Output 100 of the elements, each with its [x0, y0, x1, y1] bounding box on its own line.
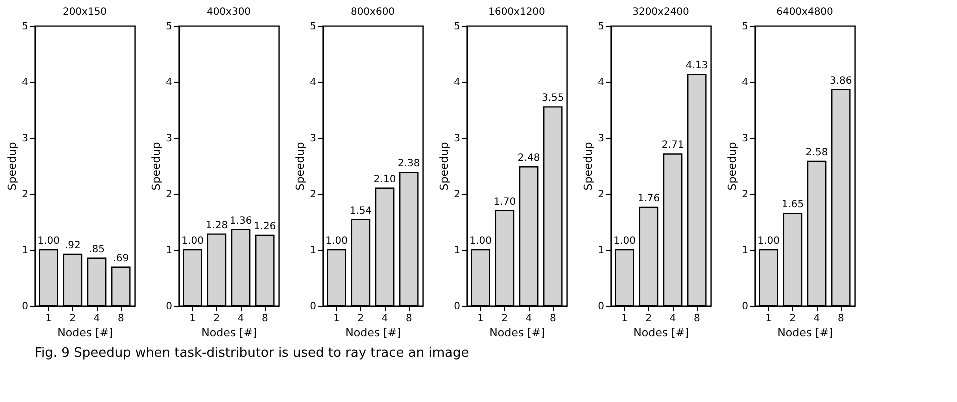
x-axis-title: Nodes [#]	[202, 326, 258, 340]
x-tick-label: 4	[526, 314, 532, 324]
data-label: .85	[89, 244, 105, 256]
y-tick-label: 2	[166, 190, 172, 200]
y-tick-label: 5	[310, 22, 316, 32]
data-label: 1.00	[326, 236, 348, 247]
y-tick-label: 3	[310, 134, 316, 144]
y-tick-label: 5	[166, 22, 172, 32]
x-axis-title: Nodes [#]	[58, 326, 114, 340]
y-axis-title: Speedup	[150, 142, 164, 191]
y-axis-title: Speedup	[294, 142, 308, 191]
x-tick-label: 1	[766, 314, 772, 324]
data-label: 1.00	[614, 236, 636, 247]
y-tick-label: 5	[742, 22, 748, 32]
x-tick-label: 1	[478, 314, 484, 324]
y-tick-label: 0	[22, 302, 28, 312]
y-axis-title: Speedup	[582, 142, 596, 191]
data-label: 2.48	[518, 153, 540, 164]
x-tick-label: 1	[334, 314, 340, 324]
y-tick-label: 0	[598, 302, 604, 312]
data-label: 2.71	[662, 140, 684, 152]
y-tick-label: 5	[598, 22, 604, 32]
chart-title: 3200x2400	[632, 7, 690, 18]
caption: Fig. 9 Speedup when task-distributor is used to ray trace an image	[35, 346, 470, 361]
data-label: .92	[65, 240, 81, 252]
x-tick-label: 8	[118, 314, 124, 324]
y-tick-label: 0	[310, 302, 316, 312]
y-tick-label: 1	[742, 246, 748, 256]
x-tick-label: 8	[838, 314, 844, 324]
x-tick-label: 2	[502, 314, 508, 324]
y-tick-label: 2	[310, 190, 316, 200]
y-tick-label: 3	[598, 134, 604, 144]
y-tick-label: 0	[166, 302, 172, 312]
x-tick-label: 8	[550, 314, 556, 324]
y-tick-label: 3	[22, 134, 28, 144]
y-tick-label: 2	[598, 190, 604, 200]
y-axis-title: Speedup	[726, 142, 740, 191]
data-label: 1.00	[470, 236, 492, 247]
y-tick-label: 3	[454, 134, 460, 144]
x-axis-title: Nodes [#]	[490, 326, 546, 340]
x-tick-label: 4	[238, 314, 244, 324]
data-label: 3.86	[830, 76, 852, 87]
y-tick-label: 1	[166, 246, 172, 256]
x-tick-label: 4	[670, 314, 676, 324]
data-label: 1.00	[38, 236, 60, 247]
x-tick-label: 2	[70, 314, 76, 324]
data-label: 1.54	[350, 206, 372, 217]
chart-title: 200x150	[62, 7, 108, 18]
y-tick-label: 2	[454, 190, 460, 200]
y-tick-label: 4	[742, 78, 748, 88]
x-tick-label: 4	[814, 314, 820, 324]
data-label: 1.36	[230, 216, 252, 227]
chart-title: 800x600	[350, 7, 396, 18]
chart-title: 400x300	[206, 7, 252, 18]
data-label: 2.10	[374, 174, 396, 186]
x-axis-title: Nodes [#]	[778, 326, 834, 340]
x-tick-label: 8	[694, 314, 700, 324]
y-tick-label: 5	[22, 22, 28, 32]
y-tick-label: 4	[598, 78, 604, 88]
data-label: 1.28	[206, 220, 228, 232]
data-label: 4.13	[686, 60, 708, 72]
y-tick-label: 2	[22, 190, 28, 200]
y-axis-title: Speedup	[6, 142, 20, 191]
y-tick-label: 1	[310, 246, 316, 256]
y-tick-label: 1	[22, 246, 28, 256]
data-label: 2.58	[806, 148, 828, 159]
x-tick-label: 1	[190, 314, 196, 324]
y-tick-label: 3	[166, 134, 172, 144]
y-tick-label: 1	[454, 246, 460, 256]
x-tick-label: 2	[790, 314, 796, 324]
y-tick-label: 4	[310, 78, 316, 88]
x-tick-label: 4	[382, 314, 388, 324]
x-tick-label: 2	[358, 314, 364, 324]
y-tick-label: 2	[742, 190, 748, 200]
y-tick-label: 1	[598, 246, 604, 256]
data-label: 2.38	[398, 158, 420, 170]
x-tick-label: 1	[622, 314, 628, 324]
data-label: 1.00	[758, 236, 780, 247]
y-tick-label: 4	[454, 78, 460, 88]
x-axis-title: Nodes [#]	[634, 326, 690, 340]
x-tick-label: 4	[94, 314, 100, 324]
data-label: 3.55	[542, 93, 564, 104]
data-label: 1.76	[638, 193, 660, 204]
x-tick-label: 2	[646, 314, 652, 324]
x-tick-label: 8	[406, 314, 412, 324]
y-tick-label: 3	[742, 134, 748, 144]
y-tick-label: 0	[742, 302, 748, 312]
data-label: 1.65	[782, 200, 804, 211]
y-tick-label: 0	[454, 302, 460, 312]
x-axis-title: Nodes [#]	[346, 326, 402, 340]
y-tick-label: 5	[454, 22, 460, 32]
chart-title: 6400x4800	[776, 7, 834, 18]
data-label: .69	[113, 253, 130, 264]
data-label: 1.70	[494, 196, 516, 208]
y-tick-label: 4	[166, 78, 172, 88]
y-tick-label: 4	[22, 78, 28, 88]
data-label: 1.26	[254, 221, 276, 232]
x-tick-label: 8	[262, 314, 268, 324]
chart-title: 1600x1200	[488, 7, 546, 18]
x-tick-label: 1	[46, 314, 52, 324]
